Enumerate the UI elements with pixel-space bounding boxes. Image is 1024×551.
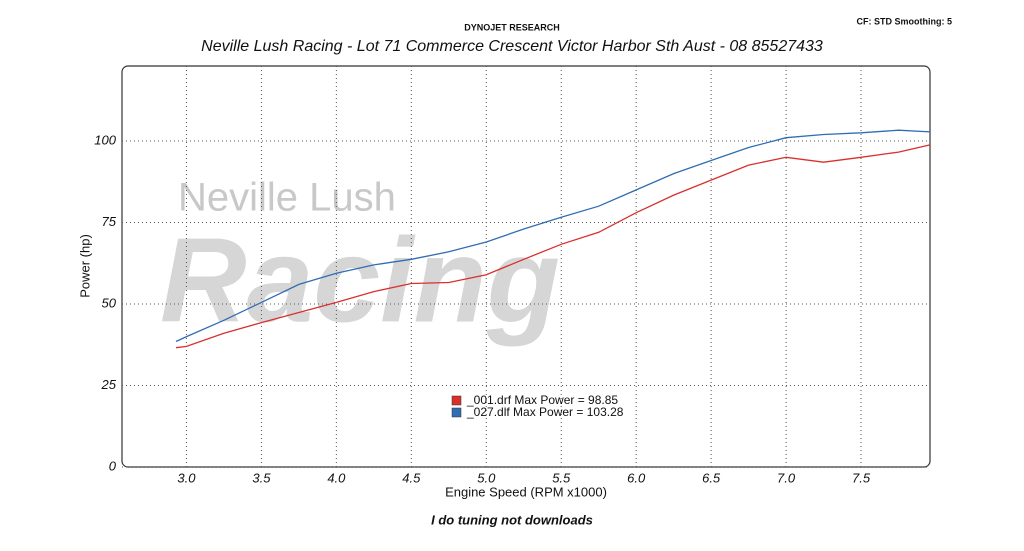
series-line [175,144,931,349]
footer: I do tuning not downloads [431,512,593,527]
x-tick-label: 3.5 [252,470,271,485]
x-tick-label: 6.5 [702,470,721,485]
y-tick-label: 25 [101,377,117,392]
x-axis-label: Engine Speed (RPM x1000) [445,484,607,499]
chart-title: Neville Lush Racing - Lot 71 Commerce Cr… [201,38,823,55]
y-tick-label: 0 [109,458,117,473]
y-tick-label: 75 [102,214,117,229]
series-line [175,129,931,343]
x-tick-label: 5.5 [552,470,571,485]
y-tick-label: 50 [102,295,117,310]
y-tick-label: 100 [94,132,116,147]
legend-swatch [451,407,462,418]
header-right: CF: STD Smoothing: 5 [857,16,953,26]
legend-label: _027.dlf Max Power = 103.28 [466,405,624,419]
legend-swatch [451,395,462,406]
x-tick-label: 7.0 [777,470,796,485]
watermark: Racing [160,214,560,348]
x-tick-label: 7.5 [852,470,871,485]
x-tick-label: 6.0 [627,470,646,485]
header-left: DYNOJET RESEARCH [464,22,560,32]
watermark: Neville Lush [178,176,396,220]
x-tick-label: 3.0 [177,470,196,485]
legend-label: _001.drf Max Power = 98.85 [466,393,618,407]
y-axis-label: Power (hp) [77,234,92,298]
x-tick-label: 5.0 [477,470,496,485]
x-tick-label: 4.5 [402,470,421,485]
x-tick-label: 4.0 [327,470,346,485]
